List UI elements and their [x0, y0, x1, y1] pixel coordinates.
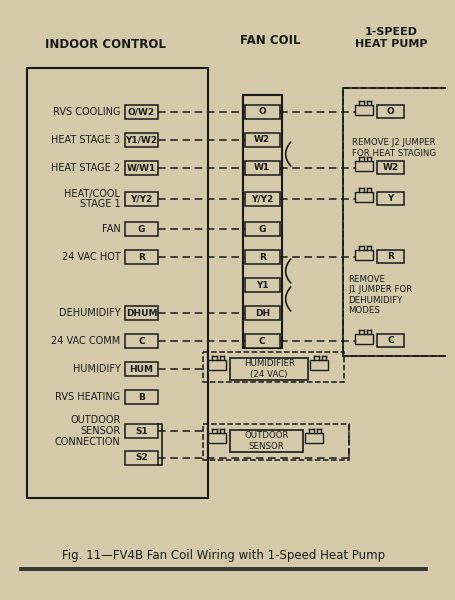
Bar — [125, 334, 157, 348]
Bar — [242, 95, 281, 348]
Bar — [354, 250, 372, 260]
Bar — [125, 424, 157, 438]
Bar — [27, 68, 208, 498]
Bar — [125, 161, 157, 175]
Text: REMOVE J2 JUMPER
FOR HEAT STAGING: REMOVE J2 JUMPER FOR HEAT STAGING — [352, 138, 435, 158]
Text: C: C — [386, 336, 393, 345]
Bar — [125, 222, 157, 236]
Bar — [125, 133, 157, 147]
Text: Y1/W2: Y1/W2 — [125, 136, 157, 145]
Text: R: R — [258, 253, 265, 262]
Text: 24 VAC COMM: 24 VAC COMM — [51, 336, 120, 346]
Bar — [125, 362, 157, 376]
Text: HEAT STAGE 3: HEAT STAGE 3 — [51, 135, 120, 145]
Text: Y: Y — [386, 194, 393, 203]
Bar — [305, 433, 322, 443]
Bar — [229, 430, 303, 452]
Text: O/W2: O/W2 — [127, 107, 155, 116]
Text: FAN: FAN — [101, 224, 120, 234]
Bar — [376, 192, 403, 205]
Text: DHUM: DHUM — [126, 308, 157, 317]
Bar — [376, 250, 403, 263]
Bar — [376, 161, 403, 174]
Text: W1: W1 — [254, 163, 270, 173]
Bar — [342, 88, 449, 356]
Text: S2: S2 — [135, 454, 147, 463]
Text: B: B — [138, 392, 145, 401]
Text: FAN COIL: FAN COIL — [239, 34, 300, 46]
Text: REMOVE
J1 JUMPER FOR
DEHUMIDIFY
MODES: REMOVE J1 JUMPER FOR DEHUMIDIFY MODES — [348, 275, 412, 315]
Bar — [125, 192, 157, 206]
Bar — [354, 334, 372, 344]
Text: HUM: HUM — [129, 364, 153, 373]
Text: HUMIDIFY: HUMIDIFY — [72, 364, 120, 374]
Text: HEAT STAGE 2: HEAT STAGE 2 — [51, 163, 120, 173]
Bar — [125, 250, 157, 264]
Text: HUMIDIFIER
(24 VAC): HUMIDIFIER (24 VAC) — [243, 359, 294, 379]
Text: OUTDOOR
SENSOR: OUTDOOR SENSOR — [244, 431, 288, 451]
Text: RVS HEATING: RVS HEATING — [55, 392, 120, 402]
Text: Y/Y2: Y/Y2 — [251, 194, 273, 203]
Bar — [354, 105, 372, 115]
Bar — [244, 222, 279, 236]
Bar — [125, 451, 157, 465]
Bar — [208, 360, 226, 370]
Text: HEAT/COOL
STAGE 1: HEAT/COOL STAGE 1 — [64, 188, 120, 209]
Text: RVS COOLING: RVS COOLING — [53, 107, 120, 117]
Bar — [125, 390, 157, 404]
Bar — [202, 424, 349, 460]
Bar — [342, 88, 449, 356]
Text: Y/Y2: Y/Y2 — [130, 194, 152, 203]
Bar — [125, 105, 157, 119]
Text: W/W1: W/W1 — [126, 163, 156, 173]
Bar — [244, 278, 279, 292]
Bar — [376, 334, 403, 347]
Text: O: O — [386, 107, 394, 116]
Text: W2: W2 — [254, 136, 270, 145]
Bar — [244, 250, 279, 264]
Text: Fig. 11—FV4B Fan Coil Wiring with 1-Speed Heat Pump: Fig. 11—FV4B Fan Coil Wiring with 1-Spee… — [61, 550, 384, 563]
Bar — [354, 161, 372, 171]
Text: G: G — [258, 224, 265, 233]
Bar — [244, 306, 279, 320]
Text: INDOOR CONTROL: INDOOR CONTROL — [45, 38, 166, 52]
Text: R: R — [138, 253, 145, 262]
Bar — [244, 133, 279, 147]
Text: C: C — [258, 337, 265, 346]
Bar — [244, 161, 279, 175]
Text: C: C — [138, 337, 144, 346]
Bar — [354, 192, 372, 202]
Bar — [309, 360, 327, 370]
Text: OUTDOOR
SENSOR
CONNECTION: OUTDOOR SENSOR CONNECTION — [55, 415, 120, 447]
Text: Y1: Y1 — [255, 280, 268, 289]
Text: 24 VAC HOT: 24 VAC HOT — [61, 252, 120, 262]
Text: G: G — [137, 224, 145, 233]
Text: R: R — [386, 252, 393, 261]
Text: DH: DH — [254, 308, 269, 317]
Text: DEHUMIDIFY: DEHUMIDIFY — [59, 308, 120, 318]
Text: W2: W2 — [382, 163, 398, 172]
Bar — [244, 192, 279, 206]
Text: O: O — [258, 107, 266, 116]
Text: S1: S1 — [135, 427, 147, 436]
Bar — [244, 105, 279, 119]
Text: 1-SPEED
HEAT PUMP: 1-SPEED HEAT PUMP — [354, 27, 427, 49]
Bar — [202, 352, 344, 382]
Bar — [125, 306, 157, 320]
Bar — [229, 358, 308, 380]
Bar — [376, 105, 403, 118]
Bar — [244, 334, 279, 348]
Bar — [208, 433, 226, 443]
